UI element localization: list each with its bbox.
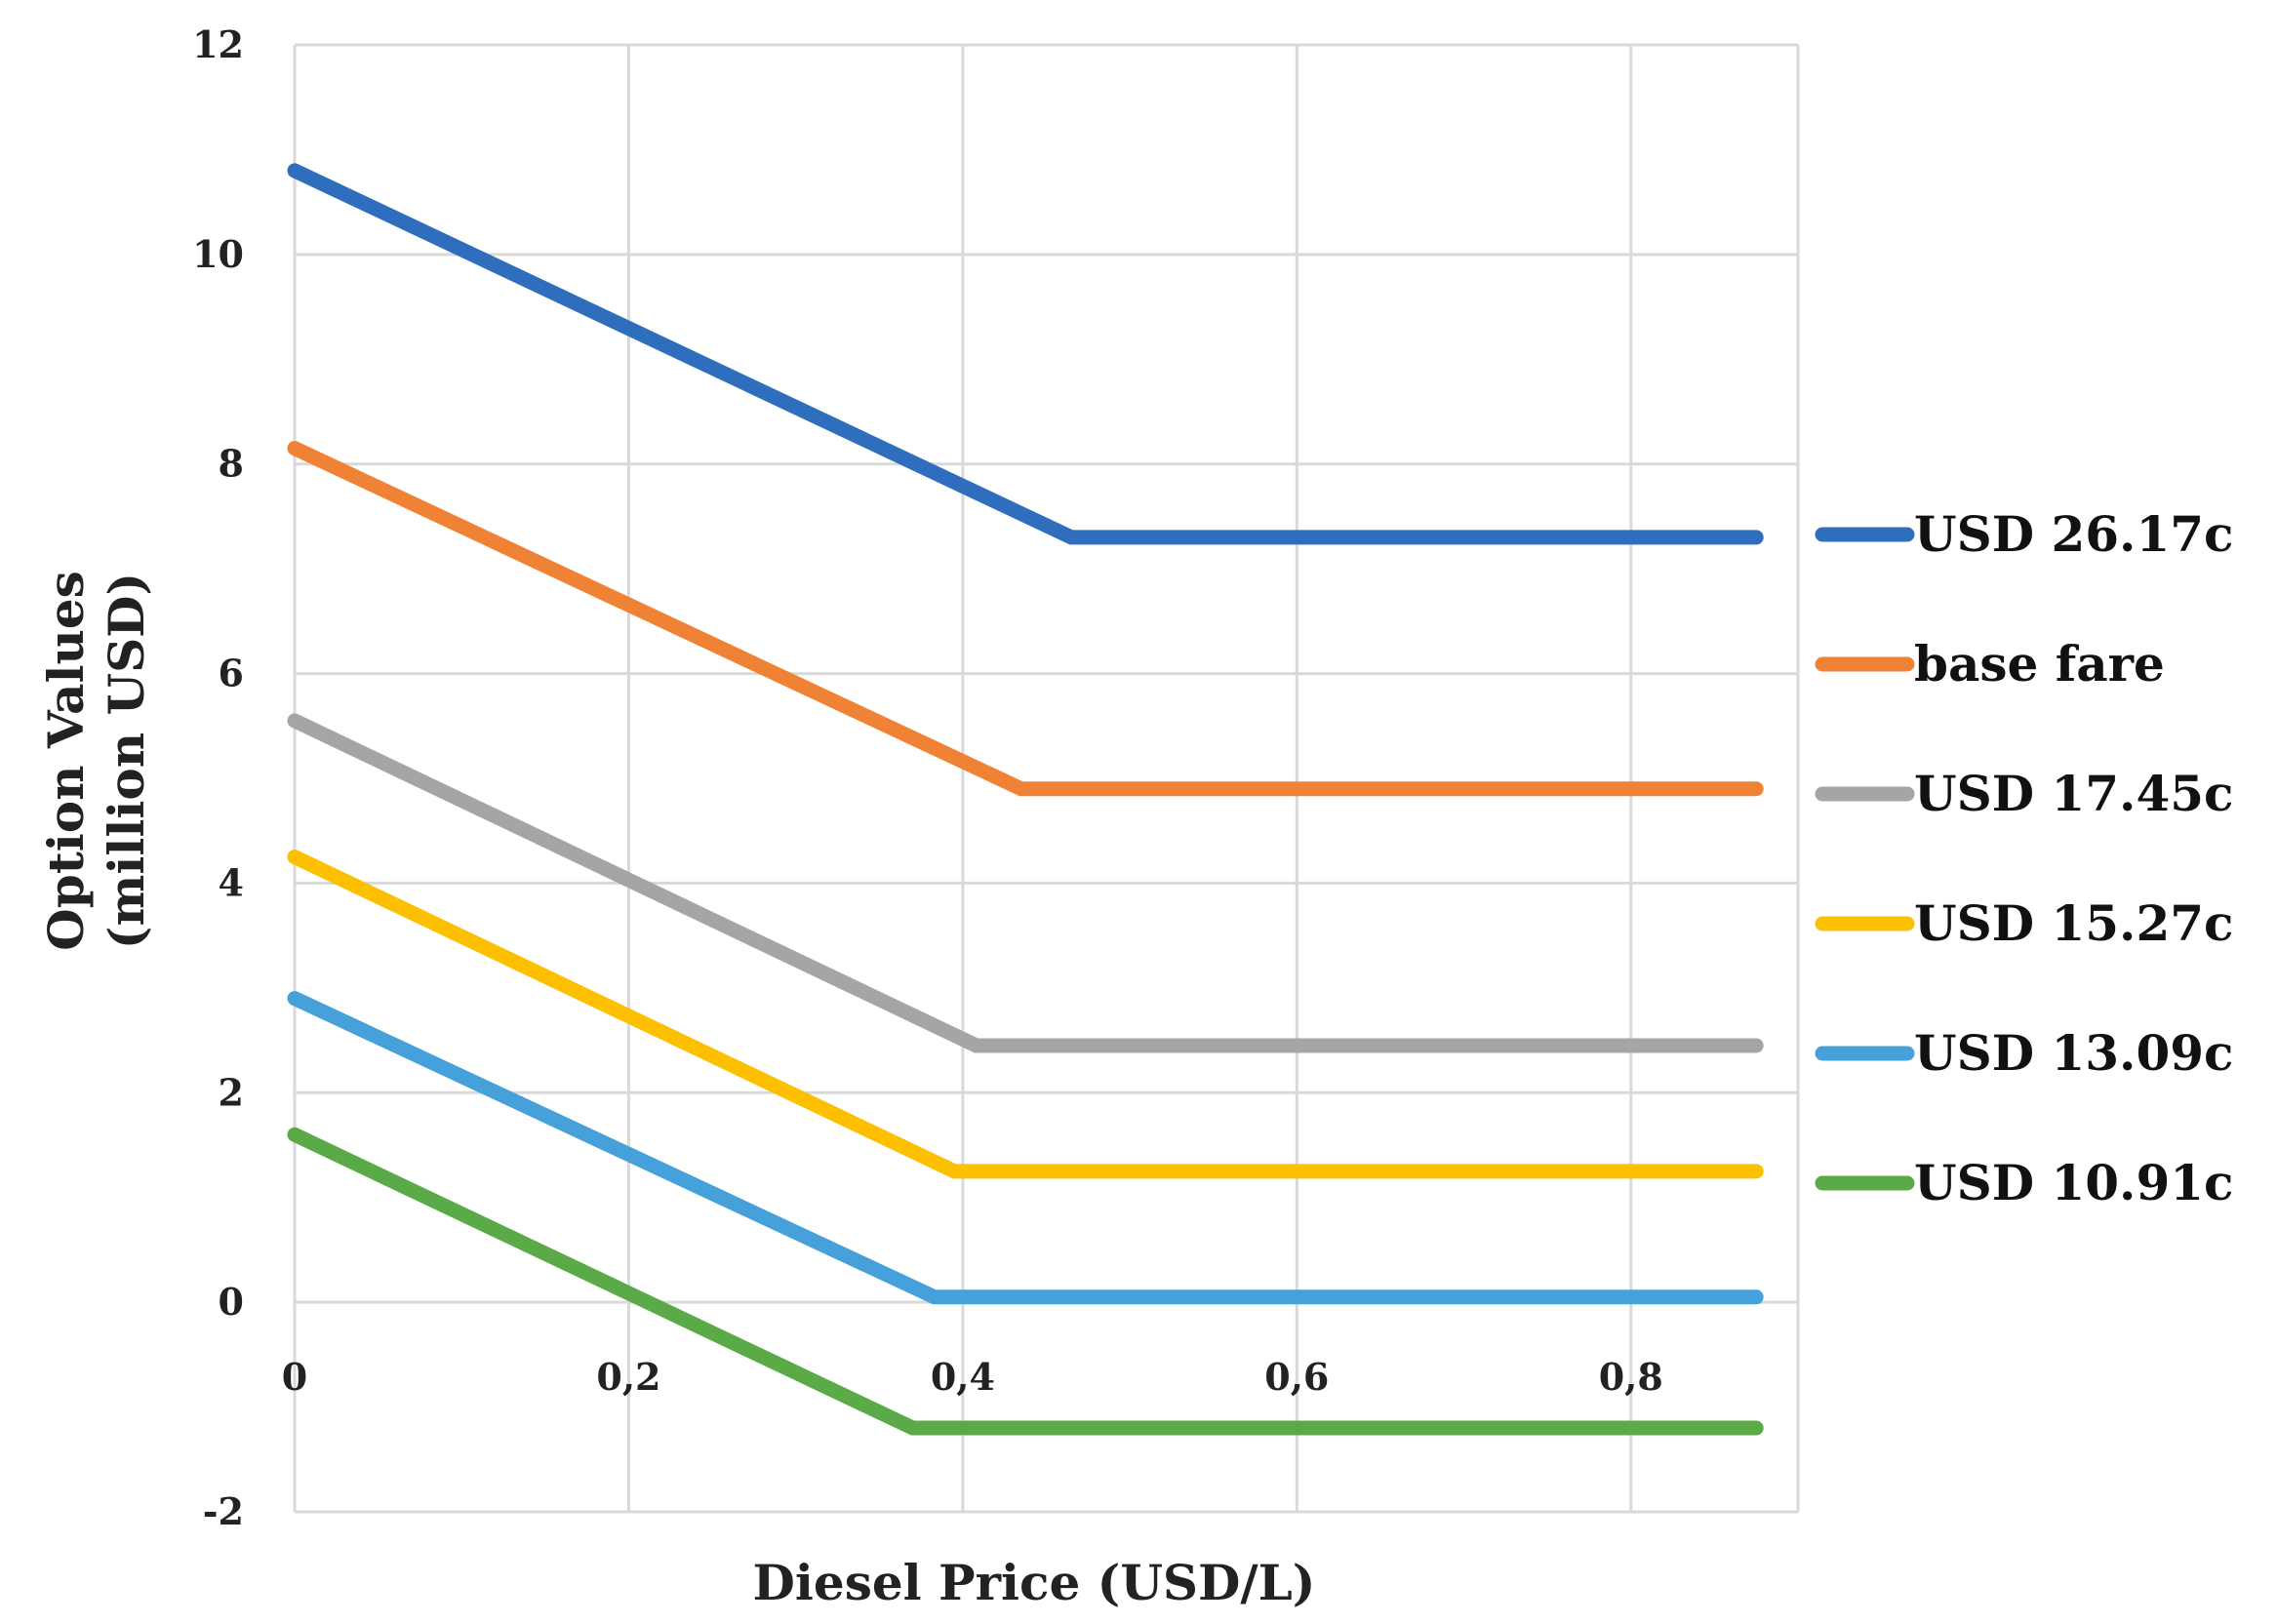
series-line (287, 163, 1764, 545)
x-tick-label: 0,4 (931, 1355, 995, 1399)
y-tick-label: 8 (219, 442, 244, 486)
series-line (287, 850, 1764, 1179)
series-line (287, 713, 1764, 1053)
legend-label: USD 26.17c (1914, 505, 2234, 563)
y-tick-label: 0 (219, 1280, 244, 1324)
y-tick-label: 6 (219, 652, 244, 695)
legend-label: USD 15.27c (1914, 894, 2234, 952)
series-lines (287, 163, 1764, 1436)
y-axis-title-line2: (million USD) (98, 573, 155, 949)
x-axis-ticks: 0 0,2 0,4 0,6 0,8 (282, 1355, 1663, 1399)
series-line (287, 441, 1764, 797)
series-line (287, 1127, 1764, 1436)
x-tick-label: 0,8 (1599, 1355, 1663, 1399)
y-tick-label: 4 (219, 860, 244, 904)
legend-label: USD 17.45c (1914, 765, 2234, 822)
legend-label: USD 13.09c (1914, 1024, 2234, 1082)
legend: USD 26.17c base fare USD 17.45c USD 15.27c U… (1815, 505, 2234, 1211)
y-tick-label: 10 (192, 232, 244, 276)
x-tick-label: 0 (282, 1355, 307, 1399)
series-line (287, 991, 1764, 1305)
legend-label: USD 10.91c (1914, 1154, 2234, 1211)
y-axis-title: Option Values (million USD) (37, 571, 155, 951)
x-tick-label: 0,6 (1264, 1355, 1329, 1399)
y-axis-title-line1: Option Values (37, 571, 95, 951)
x-tick-label: 0,2 (596, 1355, 660, 1399)
y-tick-label: -2 (203, 1489, 244, 1533)
grid-lines (293, 43, 1800, 1514)
y-axis-ticks: -2 0 2 4 6 8 10 12 (192, 22, 244, 1533)
x-axis-title: Diesel Price (USD/L) (753, 1554, 1316, 1611)
legend-label: base fare (1914, 635, 2165, 693)
y-tick-label: 12 (192, 22, 244, 66)
y-tick-label: 2 (219, 1070, 244, 1114)
